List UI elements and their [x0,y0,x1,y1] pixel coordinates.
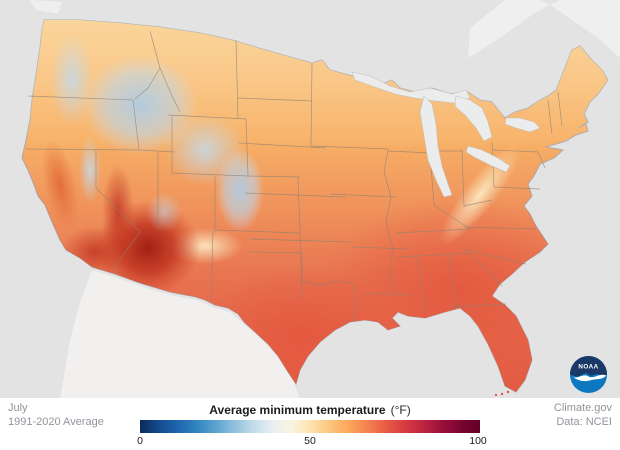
period-month: July [8,402,28,414]
colorbar-tick-mid: 50 [304,435,316,447]
legend-unit: (°F) [390,403,411,417]
credits-site: Climate.gov [553,402,612,414]
noaa-logo-seabird [570,374,607,382]
legend-title: Average minimum temperature (°F) [0,403,620,417]
period-range: 1991-2020 Average [8,416,104,428]
noaa-logo: NOAA [569,355,608,394]
great-lakes [351,71,541,198]
colorbar-tick-max: 100 [469,435,487,447]
noaa-logo-text: NOAA [578,364,598,371]
us-temperature-map [21,0,620,400]
noaa-logo-navy-top [569,355,608,377]
period-label: July 1991-2020 Average [8,401,104,429]
lake-huron [454,95,493,142]
florida-keys [494,390,510,397]
lake-ontario [504,117,541,133]
lake-michigan [419,95,453,198]
lake-superior [351,71,471,104]
footer: July 1991-2020 Average Average minimum t… [0,398,620,450]
legend-title-text: Average minimum temperature [209,403,386,417]
credits: Climate.gov Data: NCEI [554,401,612,429]
temperature-shading [22,20,608,392]
canada-silhouette [30,0,620,58]
state-borders [25,30,563,323]
lake-erie [465,145,511,173]
colorbar-tick-min: 0 [137,435,143,447]
map-area [0,0,620,400]
colorbar [140,420,480,433]
mexico-silhouette [60,270,300,400]
credits-source: Data: NCEI [556,416,612,428]
